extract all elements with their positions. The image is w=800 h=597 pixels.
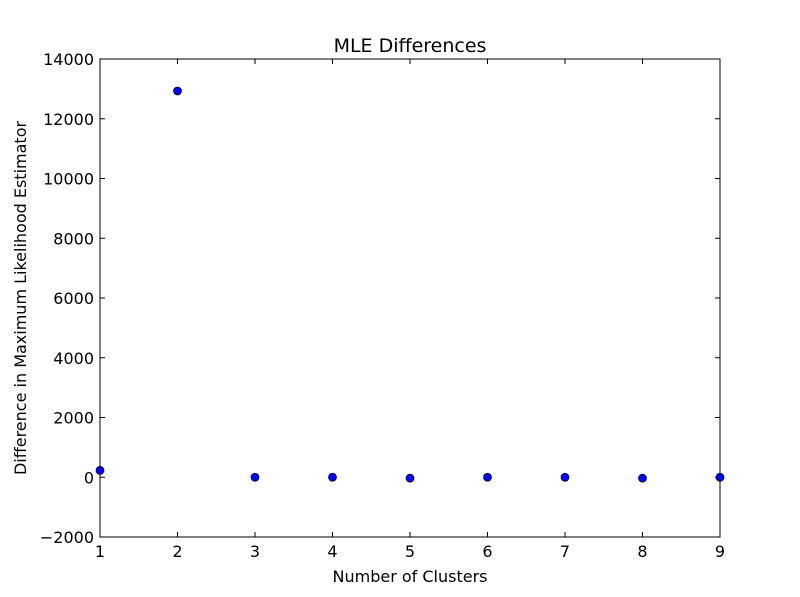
y-tick-label: 6000	[53, 289, 94, 308]
y-tick-label: 14000	[43, 50, 94, 69]
plot-frame	[99, 58, 721, 538]
chart-title: MLE Differences	[334, 35, 487, 57]
x-tick-label: 5	[405, 542, 415, 561]
x-axis-label: Number of Clusters	[333, 567, 488, 586]
x-tick-label: 1	[95, 542, 105, 561]
x-tick-label: 6	[482, 542, 492, 561]
y-tick-label: 8000	[53, 229, 94, 248]
data-point	[638, 473, 647, 483]
scatter-series	[95, 86, 725, 483]
data-point	[560, 472, 570, 482]
y-tick-label: 12000	[43, 110, 94, 129]
y-axis: −2000 0 2000 4000 6000 8000 10000 12000 14000	[40, 50, 720, 547]
y-tick-label: 10000	[43, 170, 94, 189]
x-tick-label: 9	[715, 542, 725, 561]
data-point	[95, 466, 105, 475]
data-point	[250, 472, 260, 482]
x-tick-label: 7	[560, 542, 570, 561]
data-point	[173, 86, 182, 96]
data-point	[328, 472, 337, 482]
x-axis: 1 2 3 4 5 6 7 8 9	[95, 59, 725, 561]
y-tick-label: −2000	[40, 528, 94, 547]
data-point	[715, 472, 725, 482]
data-point	[405, 473, 415, 483]
data-point	[483, 472, 492, 482]
y-axis-label: Difference in Maximum Likelihood Estimat…	[11, 121, 30, 476]
x-tick-label: 2	[172, 542, 182, 561]
y-tick-label: 0	[84, 468, 94, 487]
x-tick-label: 3	[250, 542, 260, 561]
y-tick-label: 4000	[53, 349, 94, 368]
x-tick-label: 8	[637, 542, 647, 561]
x-tick-label: 4	[327, 542, 337, 561]
y-tick-label: 2000	[53, 409, 94, 428]
